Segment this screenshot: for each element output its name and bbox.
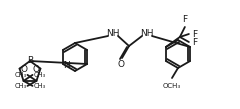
Text: CH₃: CH₃ <box>34 72 46 78</box>
Text: O: O <box>118 60 125 68</box>
Text: CH₃: CH₃ <box>34 83 46 89</box>
Text: F: F <box>192 37 197 47</box>
Text: F: F <box>182 15 187 24</box>
Text: O: O <box>21 65 28 74</box>
Text: OCH₃: OCH₃ <box>163 83 181 89</box>
Text: N: N <box>64 60 70 70</box>
Text: O: O <box>32 65 39 74</box>
Text: CH₃: CH₃ <box>14 72 26 78</box>
Text: B: B <box>27 56 33 65</box>
Text: NH: NH <box>140 28 154 37</box>
Text: F: F <box>192 30 197 38</box>
Text: CH₃: CH₃ <box>14 83 26 89</box>
Text: NH: NH <box>106 28 120 37</box>
